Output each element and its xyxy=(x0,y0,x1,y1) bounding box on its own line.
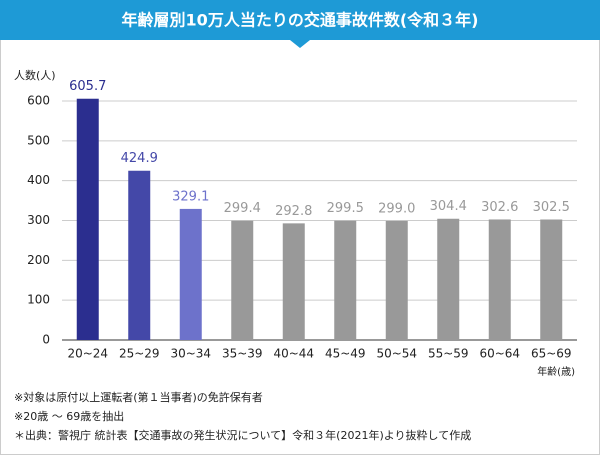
x-tick-label: 30~34 xyxy=(170,347,211,361)
value-label: 424.9 xyxy=(121,151,158,166)
bar xyxy=(488,219,511,340)
bar xyxy=(179,208,202,340)
y-axis-label: 人数(人) xyxy=(14,69,56,82)
bar xyxy=(385,220,408,340)
y-tick-label: 200 xyxy=(27,253,50,267)
bar xyxy=(76,98,99,341)
note: ※20歳 ～ 69歳を抽出 xyxy=(14,409,124,423)
x-tick-label: 65~69 xyxy=(531,347,572,361)
y-tick-label: 300 xyxy=(27,213,50,227)
y-tick-label: 100 xyxy=(27,293,50,307)
x-tick-label: 50~54 xyxy=(376,347,417,361)
value-label: 302.6 xyxy=(481,200,518,215)
x-tick-label: 60~64 xyxy=(479,347,520,361)
y-tick-label: 0 xyxy=(42,333,50,347)
x-tick-label: 35~39 xyxy=(222,347,263,361)
x-tick-label: 25~29 xyxy=(119,347,160,361)
bar xyxy=(231,220,254,340)
bar xyxy=(540,219,563,340)
value-label: 329.1 xyxy=(172,189,209,204)
value-label: 292.8 xyxy=(275,204,312,219)
value-label: 304.4 xyxy=(430,199,467,214)
x-tick-label: 45~49 xyxy=(325,347,366,361)
bar xyxy=(128,170,151,340)
chart-title: 年齢層別10万人当たりの交通事故件数(令和３年) xyxy=(122,11,479,30)
note: ※対象は原付以上運転者(第１当事者)の免許保有者 xyxy=(14,390,263,404)
x-tick-label: 20~24 xyxy=(67,347,108,361)
y-tick-label: 600 xyxy=(27,94,50,108)
bar xyxy=(282,223,305,340)
x-axis-label: 年齢(歳) xyxy=(537,365,575,378)
x-tick-label: 55~59 xyxy=(428,347,469,361)
banner-notch xyxy=(290,40,310,48)
value-label: 299.0 xyxy=(378,201,415,216)
x-tick-label: 40~44 xyxy=(273,347,314,361)
bar xyxy=(437,218,460,340)
y-tick-label: 500 xyxy=(27,133,50,147)
bar xyxy=(334,220,357,340)
value-label: 605.7 xyxy=(69,79,106,94)
value-label: 299.5 xyxy=(327,201,364,216)
value-label: 302.5 xyxy=(533,200,570,215)
y-tick-label: 400 xyxy=(27,173,50,187)
title-banner xyxy=(0,0,600,40)
note: ＊出典：警視庁 統計表【交通事故の発生状況について】令和３年(2021年)より抜… xyxy=(14,428,471,442)
value-label: 299.4 xyxy=(224,201,261,216)
